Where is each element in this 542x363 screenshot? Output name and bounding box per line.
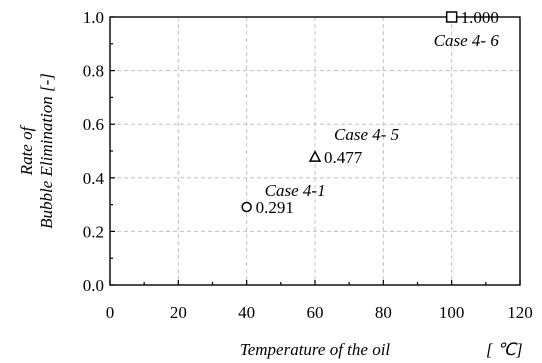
data-value-label: 1.000 — [461, 8, 499, 27]
data-value-label: 0.291 — [256, 198, 294, 217]
data-point-circle — [241, 201, 252, 213]
x-tick-label: 60 — [307, 303, 324, 322]
grid — [110, 17, 520, 285]
x-axis-title: Temperature of the oil — [240, 340, 391, 359]
x-tick-labels: 0 20 40 60 80 100 120 — [106, 303, 533, 322]
x-tick-label: 40 — [238, 303, 255, 322]
data-point-triangle — [308, 150, 322, 162]
data-point-square — [445, 11, 458, 23]
y-tick-labels: 0.0 0.2 0.4 0.6 0.8 1.0 — [83, 8, 105, 295]
y-tick-label: 0.6 — [83, 115, 104, 134]
data-markers — [241, 11, 458, 213]
case-label: Case 4- 5 — [334, 125, 399, 144]
x-axis-unit: [ ℃] — [486, 340, 523, 359]
x-tick-label: 120 — [507, 303, 533, 322]
case-label: Case 4- 6 — [434, 31, 500, 50]
x-tick-label: 0 — [106, 303, 115, 322]
y-axis-title-line1: Rate of — [17, 124, 36, 176]
y-tick-label: 0.0 — [83, 276, 104, 295]
x-tick-label: 80 — [375, 303, 392, 322]
axis-ticks — [109, 16, 521, 286]
y-tick-label: 0.2 — [83, 222, 104, 241]
case-label: Case 4-1 — [265, 181, 326, 200]
x-tick-label: 20 — [170, 303, 187, 322]
x-tick-label: 100 — [439, 303, 465, 322]
y-tick-label: 0.8 — [83, 62, 104, 81]
y-axis-title-line2: Bubble Elimination [-] — [37, 73, 56, 229]
y-tick-label: 1.0 — [83, 8, 104, 27]
y-tick-label: 0.4 — [83, 169, 105, 188]
data-value-label: 0.477 — [324, 148, 363, 167]
